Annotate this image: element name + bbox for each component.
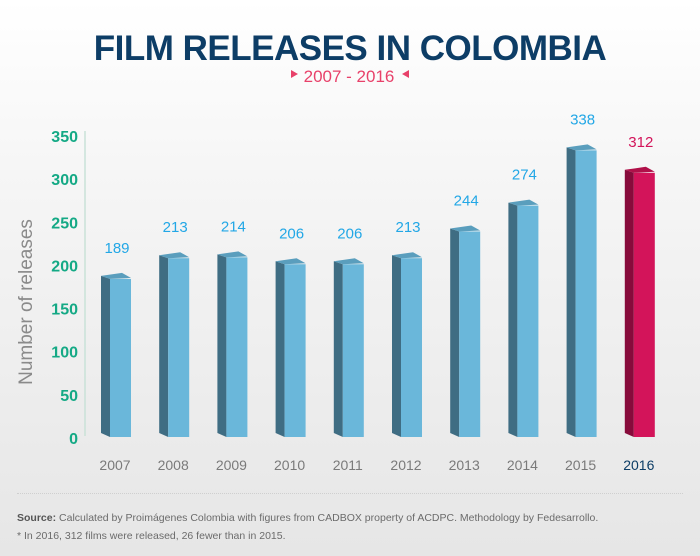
source-note: Source: Calculated by Proimágenes Colomb… [17,512,598,524]
bar-2016 [624,166,655,437]
value-label: 274 [512,167,537,184]
value-label: 189 [104,240,129,257]
bar-side [508,202,518,437]
bar-2011 [333,258,364,437]
bar-2013 [450,225,481,437]
source-text: Calculated by Proimágenes Colombia with … [59,512,599,524]
y-tick-label: 300 [51,172,78,189]
bar-side [566,147,576,437]
bar-front [459,231,481,437]
x-tick-label: 2010 [274,457,305,473]
footer-divider [17,493,683,494]
left-triangle-icon [402,70,409,78]
source-label: Source: [17,512,57,524]
x-tick-label: 2016 [623,457,654,473]
x-tick-label: 2014 [507,457,538,473]
chart-subtitle: 2007 - 2016 [304,67,395,86]
y-tick-label: 150 [51,302,78,319]
bar-2009 [217,251,248,437]
value-label: 206 [337,225,362,242]
bar-side [159,255,169,437]
bar-front [517,205,539,437]
bar-top [392,252,422,259]
value-label: 312 [628,134,653,151]
bar-front [342,264,364,437]
right-triangle-icon [291,70,298,78]
x-tick-label: 2012 [390,457,421,473]
bar-side [275,261,285,437]
x-tick-label: 2007 [99,457,130,473]
bar-side [392,255,401,437]
y-tick-label: 0 [69,431,78,448]
value-label: 213 [163,219,188,236]
chart-title: FILM RELEASES IN COLOMBIA [94,29,607,68]
bar-top [217,251,248,258]
bar-top [566,144,597,151]
bar-side [624,169,634,437]
footnote: * In 2016, 312 films were released, 26 f… [17,530,286,542]
value-label: 206 [279,225,304,242]
y-tick-label: 250 [51,215,78,232]
bar-top [450,225,481,232]
value-label: 244 [454,192,479,209]
bar-front [633,172,655,437]
y-tick-label: 200 [51,258,78,275]
bar-side [450,228,460,437]
bar-2010 [275,258,306,437]
bar-top [159,252,190,259]
bar-front [401,258,422,437]
value-label: 338 [570,111,595,128]
bar-2007 [101,272,131,437]
bar-2012 [392,252,422,437]
value-label: 213 [395,219,420,236]
value-label: 214 [221,218,246,235]
x-tick-label: 2015 [565,457,596,473]
y-tick-label: 100 [51,345,78,362]
bar-front [284,264,306,437]
bar-top [333,258,364,265]
bar-top [508,199,539,206]
bar-top [275,258,306,265]
x-tick-label: 2009 [216,457,247,473]
bar-2015 [566,144,597,437]
x-tick-label: 2008 [158,457,189,473]
y-axis-label: Number of releases [16,219,37,385]
bar-front [110,278,131,437]
bar-front [168,258,190,437]
bar-front [575,150,597,437]
bar-chart: FILM RELEASES IN COLOMBIA 2007 - 2016 Nu… [16,29,655,473]
bar-side [101,275,110,437]
bar-top [624,166,655,173]
bar-side [217,254,227,437]
bar-2008 [159,252,190,437]
y-tick-label: 50 [60,388,78,405]
bar-front [226,257,248,437]
x-tick-label: 2011 [333,457,363,473]
bar-top [101,272,131,279]
y-tick-label: 350 [51,129,78,146]
bar-side [333,261,343,437]
bar-2014 [508,199,539,437]
x-tick-label: 2013 [449,457,480,473]
